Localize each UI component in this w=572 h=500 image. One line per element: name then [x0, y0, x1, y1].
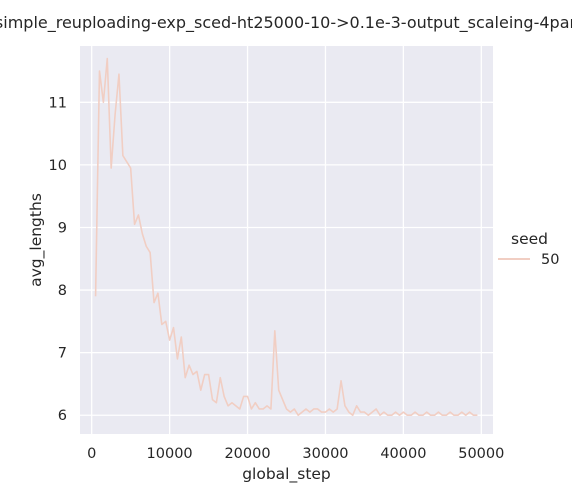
x-tick-label: 20000: [224, 446, 270, 462]
y-tick-label: 7: [58, 346, 67, 362]
legend: seed 50: [498, 230, 559, 268]
y-axis-title: avg_lengths: [27, 193, 46, 287]
x-tick-label: 30000: [302, 446, 348, 462]
y-tick-label: 11: [49, 95, 67, 111]
series-line-50: [94, 57, 478, 417]
y-tick-labels: 6 7 8 9 10 11: [49, 95, 67, 424]
legend-title: seed: [511, 230, 548, 248]
x-tick-label: 0: [87, 446, 96, 462]
y-tick-label: 10: [49, 158, 67, 174]
x-tick-labels: 0 10000 20000 30000 40000 50000: [87, 446, 504, 462]
x-tick-label: 50000: [458, 446, 504, 462]
x-axis-title: global_step: [242, 465, 331, 484]
y-gridlines: [80, 101, 493, 416]
chart-title: ac-simple_reuploading-exp_sced-ht25000-1…: [0, 13, 572, 33]
x-gridlines: [91, 46, 482, 434]
series-layer: [94, 57, 478, 417]
y-tick-label: 9: [58, 220, 67, 236]
legend-label-50: 50: [541, 252, 559, 268]
x-tick-label: 10000: [147, 446, 193, 462]
plot-background: [80, 46, 493, 434]
y-tick-label: 8: [58, 283, 67, 299]
y-tick-label: 6: [58, 408, 67, 424]
x-tick-label: 40000: [380, 446, 426, 462]
